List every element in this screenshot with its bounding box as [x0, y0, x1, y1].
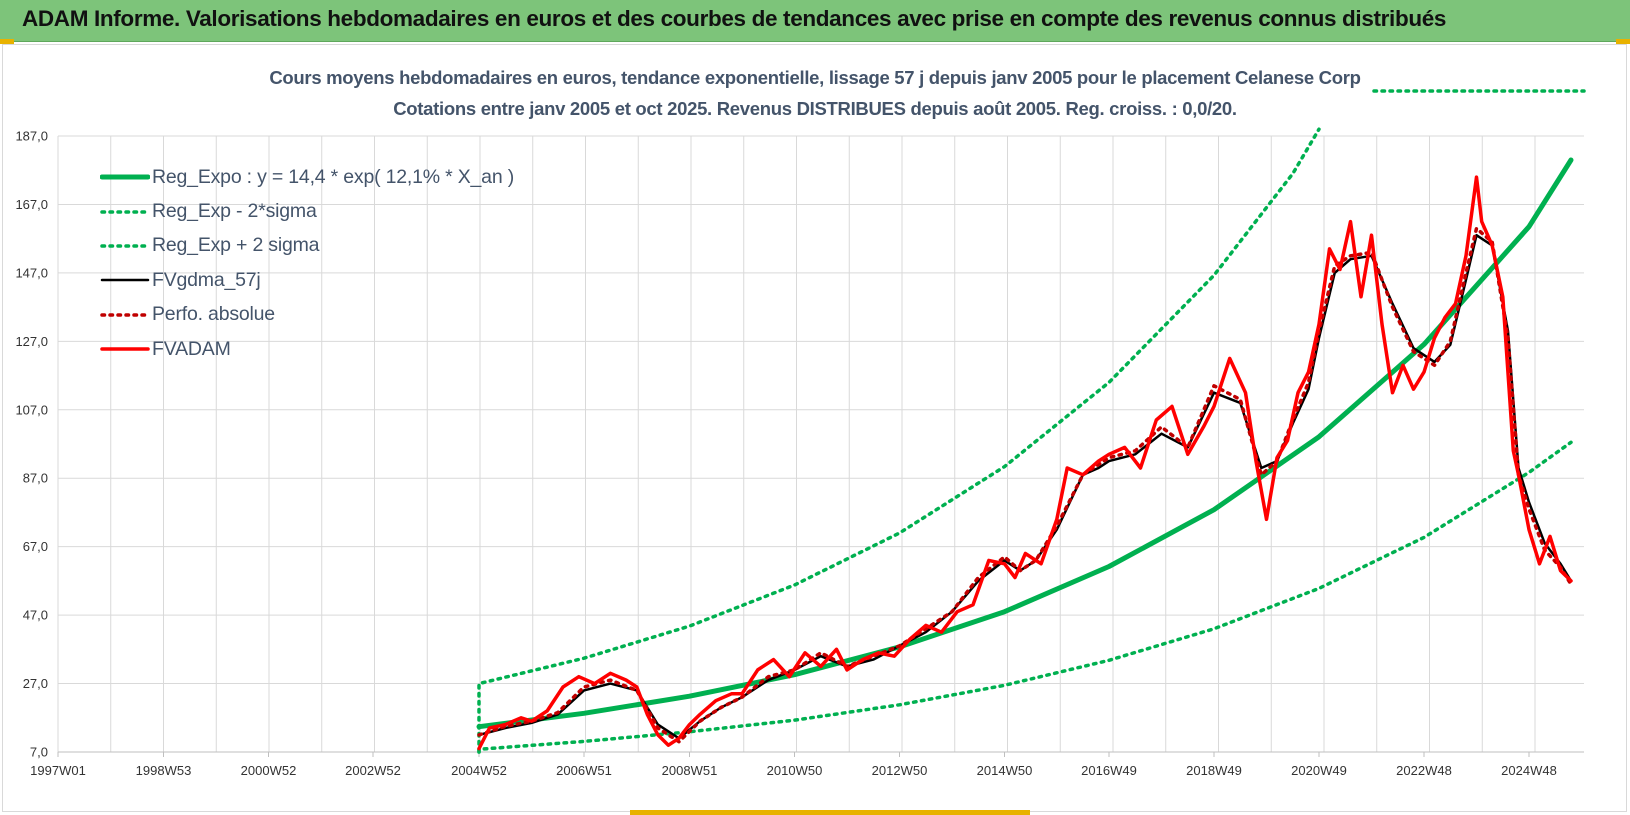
legend-swatch	[100, 279, 150, 282]
series	[476, 89, 1586, 754]
y-tick-label: 107,0	[15, 402, 48, 417]
y-tick-label: 147,0	[15, 265, 48, 280]
chart-title: Cours moyens hebdomadaires en euros, ten…	[269, 67, 1361, 88]
legend-item: Reg_Exp - 2*sigma	[100, 194, 514, 228]
series-line-perfo-absolue	[477, 226, 1573, 744]
x-tick-label: 2012W50	[872, 763, 928, 778]
x-tick-label: 2006W51	[556, 763, 612, 778]
x-tick-label: 2016W49	[1081, 763, 1137, 778]
legend-item: FVgdma_57j	[100, 263, 514, 297]
legend-swatch	[100, 244, 150, 248]
x-tick-label: 2002W52	[345, 763, 401, 778]
x-tick-label: 2008W51	[662, 763, 718, 778]
x-tick-label: 2004W52	[451, 763, 507, 778]
legend-label: Reg_Exp - 2*sigma	[152, 200, 317, 223]
x-tick-label: 2014W50	[977, 763, 1033, 778]
legend-label: Reg_Exp + 2 sigma	[152, 234, 320, 257]
y-tick-label: 87,0	[23, 471, 48, 486]
x-tick-label: 2022W48	[1396, 763, 1452, 778]
legend-item: Perfo. absolue	[100, 298, 514, 332]
series-line-reg-exp-2-sigma	[477, 127, 1321, 754]
header-bar: ADAM Informe. Valorisations hebdomadaire…	[0, 0, 1630, 42]
legend-item: Reg_Exp + 2 sigma	[100, 229, 514, 263]
x-tick-label: 1997W01	[30, 763, 86, 778]
legend-label: Perfo. absolue	[152, 303, 275, 326]
x-tick-label: 1998W53	[136, 763, 192, 778]
legend-swatch	[100, 174, 150, 180]
x-tick-label: 2020W49	[1291, 763, 1347, 778]
legend-swatch	[100, 347, 150, 351]
y-tick-label: 47,0	[23, 608, 48, 623]
series-line-fvgdma-57j	[477, 233, 1573, 740]
series-line-reg-expo-y-14-4-exp-12-1-x-an	[476, 157, 1574, 730]
series-line-reg-exp-2-sigma	[477, 440, 1573, 754]
corner-accent-right	[1616, 39, 1630, 44]
legend: Reg_Expo : y = 14,4 * exp( 12,1% * X_an …	[100, 160, 514, 366]
y-tick-label: 27,0	[23, 676, 48, 691]
y-tick-label: 7,0	[30, 745, 48, 760]
bottom-accent-strip	[630, 810, 1030, 815]
legend-item: Reg_Expo : y = 14,4 * exp( 12,1% * X_an …	[100, 160, 514, 194]
legend-label: FVgdma_57j	[152, 268, 261, 291]
legend-label: FVADAM	[152, 337, 231, 360]
x-tick-label: 2000W52	[241, 763, 297, 778]
y-tick-label: 127,0	[15, 334, 48, 349]
header-title: ADAM Informe. Valorisations hebdomadaire…	[22, 6, 1447, 31]
y-tick-label: 67,0	[23, 539, 48, 554]
y-tick-label: 167,0	[15, 197, 48, 212]
corner-accent-left	[0, 39, 14, 44]
legend-item: FVADAM	[100, 332, 514, 366]
legend-swatch	[100, 209, 150, 214]
x-tick-label: 2018W49	[1186, 763, 1242, 778]
x-tick-label: 2024W48	[1501, 763, 1557, 778]
y-tick-label: 187,0	[15, 129, 48, 144]
legend-swatch	[100, 313, 150, 317]
legend-label: Reg_Expo : y = 14,4 * exp( 12,1% * X_an …	[152, 165, 514, 188]
axes: 7,0 27,0 47,0 67,0 87,0 107,0 127,0 147,0 167,0 1…	[15, 129, 1584, 778]
x-tick-label: 2010W50	[767, 763, 823, 778]
chart-subtitle: Cotations entre janv 2005 et oct 2025. R…	[393, 98, 1237, 119]
series-line-fvadam	[477, 175, 1573, 751]
